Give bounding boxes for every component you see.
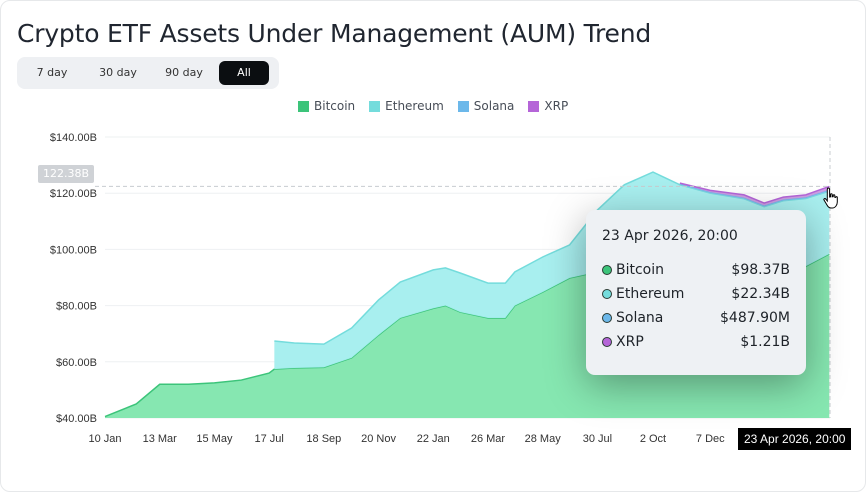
y-tick-label: $140.00B — [50, 132, 97, 144]
chart-tooltip: 23 Apr 2026, 20:00 Bitcoin $98.37B Ethere… — [586, 210, 806, 375]
chart-legend: Bitcoin Ethereum Solana XRP — [298, 99, 568, 113]
tab-90-day[interactable]: 90 day — [165, 66, 203, 79]
legend-swatch — [457, 100, 469, 112]
legend-swatch — [528, 100, 540, 112]
tab-7-day[interactable]: 7 day — [36, 66, 68, 79]
tooltip-series-value: $487.90M — [720, 310, 790, 326]
y-tick-label: $120.00B — [50, 188, 97, 200]
x-tick-label: 15 May — [196, 433, 233, 445]
legend-label: Solana — [473, 99, 515, 113]
tooltip-date: 23 Apr 2026, 20:00 — [602, 228, 738, 244]
y-tick-label: $40.00B — [56, 413, 97, 425]
tooltip-series-name: XRP — [616, 334, 644, 350]
legend-swatch — [369, 100, 381, 112]
area-xrp — [679, 183, 830, 206]
tab-30-day[interactable]: 30 day — [99, 66, 137, 79]
x-tick-label: 26 Mar — [471, 433, 506, 445]
tooltip-row-bitcoin: Bitcoin $98.37B — [602, 258, 790, 282]
crosshair-y-label: 122.38B — [38, 165, 95, 183]
x-tick-label: 18 Sep — [306, 433, 341, 445]
x-tick-label: 30 Jul — [583, 433, 612, 445]
legend-item-bitcoin[interactable]: Bitcoin — [298, 99, 355, 113]
tooltip-series-value: $1.21B — [740, 334, 790, 350]
tooltip-series-name: Ethereum — [616, 286, 685, 302]
line-xrp — [679, 182, 830, 204]
x-tick-label: 17 Jul — [254, 433, 283, 445]
x-tick-label: 7 Dec — [696, 433, 725, 445]
page-title: Crypto ETF Assets Under Management (AUM)… — [17, 19, 652, 48]
x-tick-label: 28 May — [525, 433, 562, 445]
ethereum-dot-icon — [602, 289, 612, 299]
tooltip-series-name: Bitcoin — [616, 262, 665, 278]
crosshair-x-label: 23 Apr 2026, 20:00 — [738, 428, 852, 450]
y-tick-label: $80.00B — [56, 301, 97, 313]
legend-label: XRP — [544, 99, 569, 113]
solana-dot-icon — [602, 313, 612, 323]
x-tick-label: 2 Oct — [640, 433, 666, 445]
tooltip-row-ethereum: Ethereum $22.34B — [602, 282, 790, 306]
hand-cursor-icon — [823, 187, 838, 209]
legend-item-xrp[interactable]: XRP — [528, 99, 568, 113]
tooltip-series-name: Solana — [616, 310, 664, 326]
tooltip-row-xrp: XRP $1.21B — [602, 330, 790, 354]
x-tick-label: 13 Mar — [143, 433, 178, 445]
xrp-dot-icon — [602, 337, 612, 347]
tab-all[interactable]: All — [219, 61, 269, 85]
x-tick-label: 22 Jan — [417, 433, 450, 445]
bitcoin-dot-icon — [602, 265, 612, 275]
x-tick-label: 20 Nov — [361, 433, 396, 445]
x-tick-label: 10 Jan — [88, 433, 121, 445]
y-tick-label: $100.00B — [50, 244, 97, 256]
tooltip-series-value: $22.34B — [731, 286, 790, 302]
legend-label: Ethereum — [385, 99, 444, 113]
legend-item-ethereum[interactable]: Ethereum — [369, 99, 444, 113]
tooltip-series-value: $98.37B — [731, 262, 790, 278]
legend-swatch — [298, 100, 309, 112]
legend-label: Bitcoin — [314, 99, 356, 113]
tooltip-row-solana: Solana $487.90M — [602, 306, 790, 330]
legend-item-solana[interactable]: Solana — [457, 99, 515, 113]
y-tick-label: $60.00B — [56, 357, 97, 369]
range-tabs: 7 day 30 day 90 day All — [17, 57, 279, 89]
line-ethereum — [274, 171, 830, 345]
